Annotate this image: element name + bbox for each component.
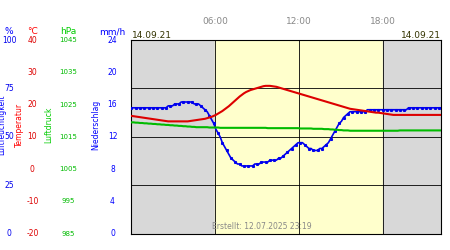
- Text: 1025: 1025: [59, 102, 77, 107]
- Text: Temperatur: Temperatur: [15, 103, 24, 147]
- Text: 0: 0: [110, 229, 115, 238]
- Text: 20: 20: [108, 68, 117, 77]
- Bar: [215, 40, 383, 234]
- Text: 1015: 1015: [59, 134, 77, 140]
- Text: 985: 985: [62, 231, 75, 237]
- Text: Erstellt: 12.07.2025 23:19: Erstellt: 12.07.2025 23:19: [212, 222, 311, 231]
- Text: 1045: 1045: [59, 37, 77, 43]
- Text: 06:00: 06:00: [202, 17, 228, 26]
- Text: 0: 0: [7, 229, 11, 238]
- Text: 14.09.21: 14.09.21: [400, 30, 441, 40]
- Text: 75: 75: [4, 84, 14, 93]
- Text: 50: 50: [4, 132, 14, 141]
- Text: 8: 8: [110, 165, 115, 174]
- Text: 12:00: 12:00: [286, 17, 312, 26]
- Text: Luftdruck: Luftdruck: [44, 107, 53, 143]
- Text: 18:00: 18:00: [370, 17, 396, 26]
- Text: Luftfeuchtigkeit: Luftfeuchtigkeit: [0, 95, 6, 155]
- Text: 25: 25: [4, 181, 14, 190]
- Text: 4: 4: [110, 197, 115, 206]
- Text: mm/h: mm/h: [99, 27, 126, 36]
- Text: hPa: hPa: [60, 27, 76, 36]
- Text: 0: 0: [30, 165, 35, 174]
- Text: 24: 24: [108, 36, 117, 44]
- Text: 10: 10: [27, 132, 37, 141]
- Text: 100: 100: [2, 36, 16, 44]
- Text: 40: 40: [27, 36, 37, 44]
- Text: 20: 20: [27, 100, 37, 109]
- Text: 1035: 1035: [59, 69, 77, 75]
- Bar: [131, 40, 215, 234]
- Text: 12: 12: [108, 132, 117, 141]
- Text: Niederschlag: Niederschlag: [91, 100, 100, 150]
- Bar: [383, 40, 441, 234]
- Text: 30: 30: [27, 68, 37, 77]
- Text: 16: 16: [108, 100, 117, 109]
- Text: 1005: 1005: [59, 166, 77, 172]
- Text: -20: -20: [26, 229, 39, 238]
- Text: 14.09.21: 14.09.21: [132, 30, 172, 40]
- Text: -10: -10: [26, 197, 39, 206]
- Text: 995: 995: [62, 198, 75, 204]
- Text: °C: °C: [27, 27, 38, 36]
- Text: %: %: [4, 27, 13, 36]
